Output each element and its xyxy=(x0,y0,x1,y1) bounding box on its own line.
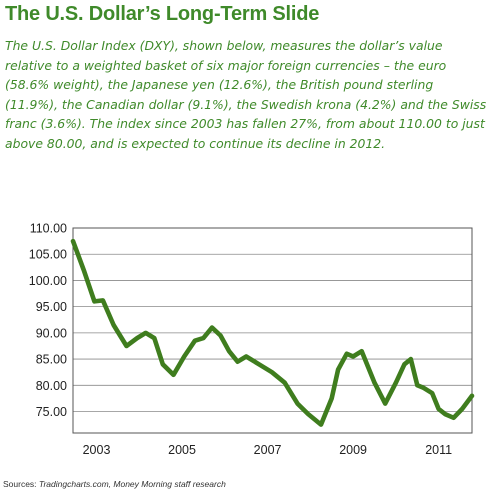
y-tick-label: 80.00 xyxy=(36,379,67,393)
line-chart: 110.00 105.00 100.00 95.00 90.00 85.00 80.00 75… xyxy=(29,222,475,457)
x-tick-label: 2011 xyxy=(425,443,452,457)
plot-frame xyxy=(72,227,473,434)
y-tick-label: 110.00 xyxy=(30,222,67,236)
y-tick-label: 95.00 xyxy=(36,300,67,314)
x-tick-label: 2007 xyxy=(254,443,282,457)
y-tick-label: 85.00 xyxy=(36,353,67,367)
chart-title: The U.S. Dollar’s Long-Term Slide xyxy=(5,3,320,25)
y-tick-label: 90.00 xyxy=(36,326,67,340)
x-tick-label: 2003 xyxy=(83,443,111,457)
chart-description: The U.S. Dollar Index (DXY), shown below… xyxy=(5,38,487,151)
source-text: Tradingcharts.com, Money Morning staff r… xyxy=(38,479,226,489)
x-axis-labels: 2003 2005 2007 2009 2011 xyxy=(83,443,453,457)
series-line xyxy=(70,238,475,427)
y-tick-label: 75.00 xyxy=(36,405,67,419)
x-tick-label: 2005 xyxy=(168,443,196,457)
y-axis-labels: 110.00 105.00 100.00 95.00 90.00 85.00 80.00 75… xyxy=(29,222,67,420)
x-tick-label: 2009 xyxy=(339,443,367,457)
grid-lines xyxy=(73,253,472,412)
source-note: Sources: Tradingcharts.com, Money Mornin… xyxy=(3,479,226,489)
source-prefix: Sources: xyxy=(3,479,39,489)
y-tick-label: 100.00 xyxy=(29,274,67,288)
y-tick-label: 105.00 xyxy=(29,248,67,262)
